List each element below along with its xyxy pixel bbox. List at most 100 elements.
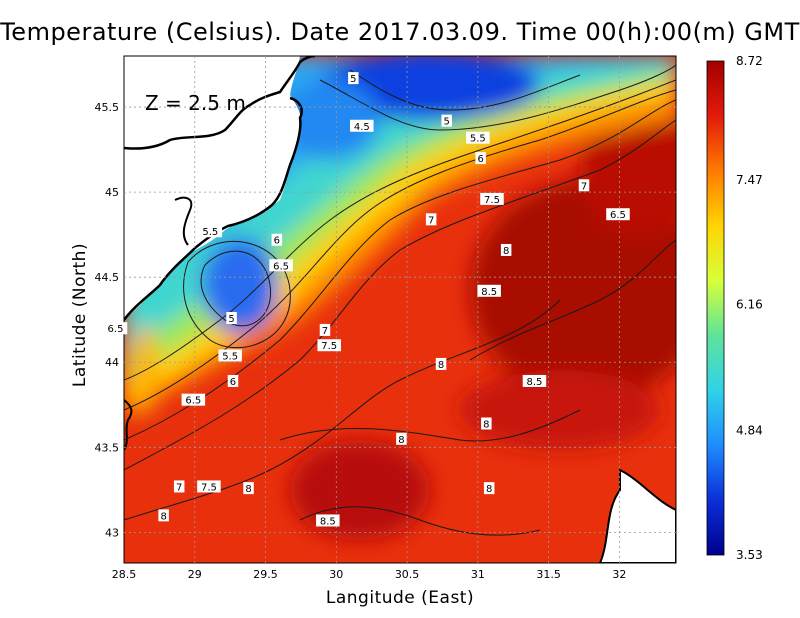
contour-label-text: 8.5 <box>481 287 497 298</box>
contour-label-box <box>173 480 185 493</box>
contour-label: 8 <box>158 509 169 522</box>
contour-label-text: 7 <box>428 215 434 226</box>
y-tick-label: 45 <box>105 186 119 199</box>
contour-label-box <box>197 480 221 493</box>
contour-label-box <box>158 509 169 522</box>
x-tick-label: 30 <box>329 568 343 581</box>
contour-label-text: 6.5 <box>273 261 289 272</box>
contour-label: 7 <box>578 179 590 192</box>
contour-label-text: 5.5 <box>202 227 218 238</box>
colorbar-tick-labels: 8.72 7.47 6.16 4.84 3.53 <box>736 54 763 562</box>
contour-label-box <box>578 179 590 192</box>
contour-label-box <box>475 152 486 165</box>
contour-label-box <box>243 482 254 495</box>
grid-lines <box>124 56 676 563</box>
contour-label-box <box>477 284 501 297</box>
contour-label-text: 8 <box>503 246 509 257</box>
x-tick-label: 32 <box>612 568 626 581</box>
contour-label-text: 6 <box>274 236 280 247</box>
x-tick-labels: 28.5 29 29.5 30 30.5 31 31.5 32 <box>112 568 627 581</box>
contour-label-text: 8 <box>160 511 166 522</box>
x-tick-label: 30.5 <box>395 568 420 581</box>
contour-label-text: 7 <box>322 326 328 337</box>
contour-label-text: 8.5 <box>527 377 543 388</box>
contour-label: 7.5 <box>317 339 341 352</box>
contour-label: 7.5 <box>480 192 504 206</box>
contour-label-box <box>317 339 341 352</box>
contour-label-box <box>350 119 374 132</box>
contour-label-text: 7.5 <box>321 341 337 352</box>
colorbar-tick-label: 8.72 <box>736 54 763 68</box>
contour-label-text: 5.5 <box>470 134 486 145</box>
contour-label: 8 <box>396 432 407 446</box>
contour-label-text: 8.5 <box>320 516 336 527</box>
contour-label: 6 <box>475 152 486 165</box>
y-tick-label: 45.5 <box>95 101 120 114</box>
chart-title: Temperature (Celsius). Date 2017.03.09. … <box>0 18 800 46</box>
y-tick-label: 44 <box>105 356 119 369</box>
colorbar-tick-label: 7.47 <box>736 173 763 187</box>
x-tick-label: 29.5 <box>253 568 278 581</box>
depth-label: Z = 2.5 m <box>145 91 246 115</box>
contour-label-box <box>441 114 452 127</box>
contour-label-text: 7 <box>176 482 182 493</box>
contour-label: 5 <box>348 72 359 85</box>
contour-label: 8 <box>481 417 492 430</box>
contour-label-text: 8 <box>245 484 251 495</box>
x-tick-label: 31.5 <box>536 568 561 581</box>
contour-label: 7.5 <box>197 480 221 493</box>
contour-label: 8 <box>243 482 254 495</box>
contour-label: 7 <box>319 323 331 337</box>
colorbar <box>706 60 725 556</box>
contour-label-text: 6 <box>230 377 236 388</box>
contour-label-box <box>227 374 239 387</box>
contour-label: 6.5 <box>103 322 128 335</box>
contour-label-text: 5.5 <box>222 351 238 362</box>
contour-label-box <box>522 374 547 387</box>
contour-label: 5 <box>441 114 452 128</box>
contour-label-box <box>466 131 490 144</box>
contour-label: 6 <box>271 233 283 247</box>
contour-label-box <box>271 233 283 246</box>
contour-label-box <box>500 243 512 256</box>
contour-label-text: 6 <box>477 154 483 165</box>
contour-label-box <box>425 213 437 226</box>
contour-label: 6.5 <box>606 208 630 221</box>
contour-label: 7 <box>425 213 437 226</box>
contour-label-box <box>480 192 504 205</box>
contour-label-text: 5 <box>444 117 450 128</box>
y-tick-label: 44.5 <box>95 271 120 284</box>
contour-label-text: 6.5 <box>610 210 626 221</box>
contour-label-text: 8 <box>438 360 444 371</box>
contour-label: 5.5 <box>218 349 242 362</box>
contour-label-box <box>481 417 492 430</box>
contour-labels: 5 4.5 5 5.5 6 7 7.5 6.5 7 5.5 6 8 6.5 8.5 5 6.5 7 7.5 5.5 8… <box>103 72 630 527</box>
contour-label: 7 <box>173 480 185 493</box>
contour-label-text: 7 <box>581 181 587 192</box>
contour-label-text: 7.5 <box>201 482 217 493</box>
contour-label-text: 8 <box>486 484 492 495</box>
contour-label: 8.5 <box>477 284 501 298</box>
contour-label: 4.5 <box>350 119 374 133</box>
colorbar-tick-label: 4.84 <box>736 423 763 437</box>
y-axis-label: Latitude (North) <box>70 242 90 388</box>
contour-label: 6.5 <box>269 259 293 272</box>
contour-label: 5 <box>226 312 237 325</box>
contour-label-box <box>319 323 331 336</box>
coastline <box>124 56 316 150</box>
contour-label-box <box>348 72 359 85</box>
x-tick-label: 31 <box>471 568 485 581</box>
contour-label-text: 5 <box>228 314 234 325</box>
contour-label: 8 <box>500 243 512 257</box>
contour-label-text: 5 <box>350 74 356 85</box>
contour-label-box <box>483 482 495 495</box>
contour-label-text: 8 <box>483 419 489 430</box>
land-area <box>124 56 302 320</box>
contour-label-text: 8 <box>398 435 404 446</box>
x-tick-label: 28.5 <box>112 568 137 581</box>
contour-label-box <box>316 514 340 527</box>
contour-label: 8 <box>483 482 495 495</box>
x-tick-label: 29 <box>188 568 202 581</box>
contour-label-text: 6.5 <box>185 396 201 407</box>
